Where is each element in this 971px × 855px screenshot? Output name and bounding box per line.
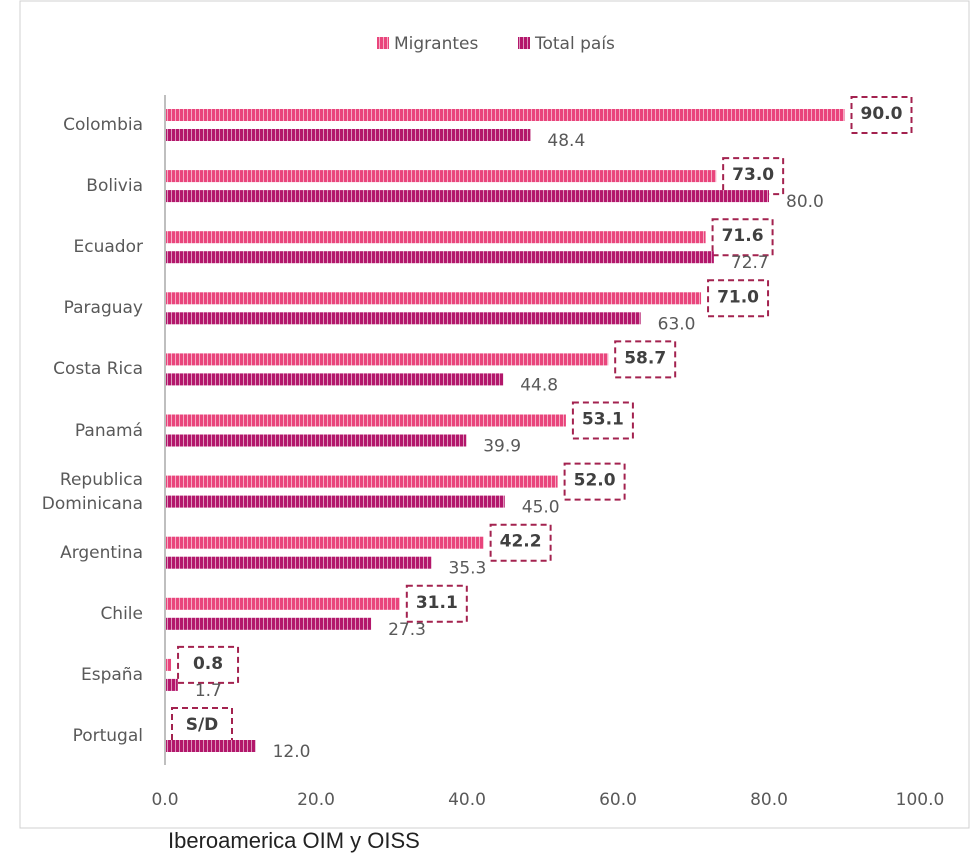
x-tick-label: 60.0 [599,790,637,810]
x-tick-label: 20.0 [297,790,335,810]
category-label: Republica Dominicana [41,469,143,514]
label-box [707,279,770,318]
bar [166,231,706,244]
category-label: Chile [100,603,143,624]
bar [166,617,372,630]
category-label: Portugal [72,726,143,746]
category-label: Ecuador [73,237,143,258]
label-box [489,523,552,562]
data-label: 52.0 [574,471,616,491]
category-label: Panamá [74,420,143,441]
bar [166,556,432,569]
bar [166,353,609,366]
data-label: 80.0 [786,192,824,212]
category-label: España [81,664,143,685]
label-box [711,218,774,257]
data-label: 73.0 [732,165,774,185]
bar [166,597,400,610]
bar [166,495,505,508]
bar [166,475,558,488]
category-label: Bolivia [86,176,143,197]
data-label: 35.3 [449,559,487,579]
legend-swatch [377,37,389,49]
category-label: Costa Rica [53,359,143,380]
bar [166,292,702,305]
data-label: 27.3 [388,620,426,640]
bar [166,170,717,183]
bar [166,312,641,325]
category-label: Paraguay [63,298,143,319]
x-tick-label: 0.0 [151,790,178,810]
bar [166,109,845,121]
data-label: S/D [186,715,219,735]
bar [166,678,178,691]
data-label: 1.7 [195,681,222,701]
bar [166,414,566,427]
legend-swatch [518,37,530,49]
bar [166,740,256,752]
data-label: 71.0 [717,287,759,307]
data-label: 39.9 [483,437,521,457]
data-label: 0.8 [193,654,223,674]
bar [166,434,467,447]
x-tick-label: 40.0 [448,790,486,810]
legend-label: Total país [534,34,615,54]
x-tick-label: 80.0 [750,790,788,810]
data-label: 58.7 [624,348,666,368]
label-box [177,645,240,684]
category-label: Colombia [63,115,143,135]
data-label: 71.6 [722,226,764,246]
label-box [850,96,913,134]
category-label: Argentina [60,542,143,563]
bar [166,658,172,671]
chart-frame [19,0,970,829]
data-label: 12.0 [273,742,311,762]
label-box [405,584,468,623]
data-label: 90.0 [861,104,903,124]
x-tick-label: 100.0 [896,790,945,810]
data-label: 45.0 [522,498,560,518]
bar [166,251,714,264]
data-label: 31.1 [416,593,458,613]
data-label: 72.7 [731,253,769,273]
label-box [614,340,677,379]
data-label: 53.1 [582,410,624,430]
data-label: 42.2 [500,532,542,552]
label-box [571,401,634,440]
data-label: 63.0 [658,314,696,334]
legend-label: Migrantes [394,34,478,54]
data-label: 44.8 [520,375,558,395]
bar [166,190,769,203]
bar [166,129,531,141]
bar [166,373,504,386]
source-note: Iberoamerica OIM y OISS [168,828,420,853]
data-label: 48.4 [547,131,585,151]
label-box [563,462,626,501]
bar [166,536,484,549]
